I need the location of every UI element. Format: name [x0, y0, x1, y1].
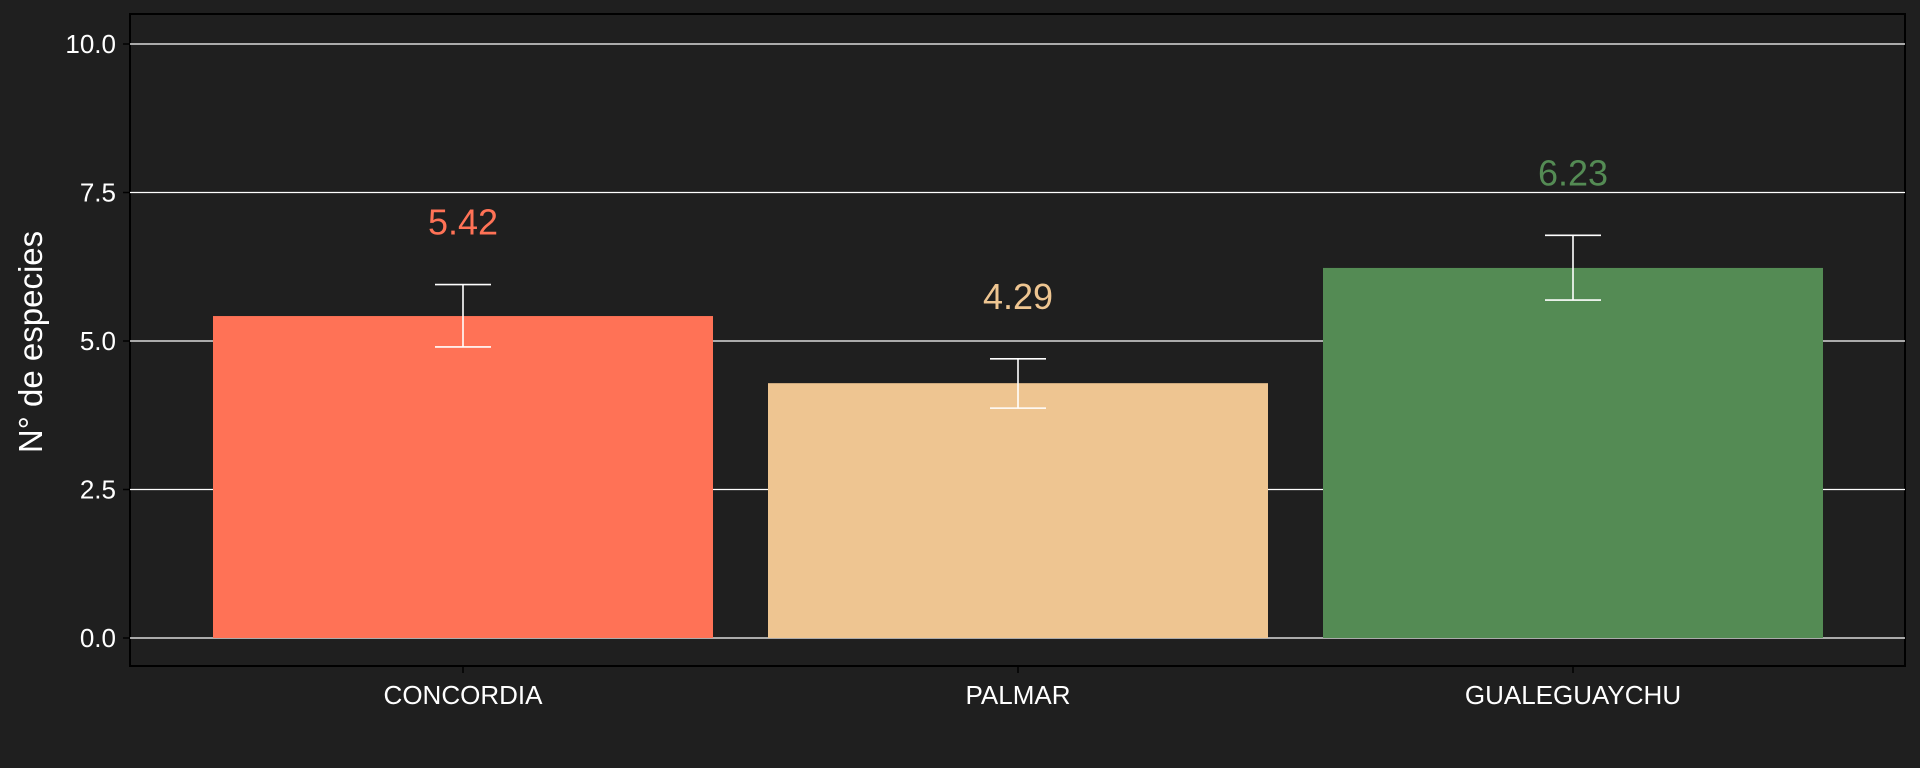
- bar-gualeguaychu: [1323, 267, 1823, 638]
- x-tick-label-gualeguaychu: GUALEGUAYCHU: [1465, 680, 1681, 710]
- bar-palmar: [768, 383, 1268, 638]
- y-tick-label: 2.5: [80, 475, 116, 505]
- error-bar-palmar: [990, 358, 1046, 409]
- x-tick-label-concordia: CONCORDIA: [384, 680, 544, 710]
- error-bar-gualeguaychu: [1545, 234, 1601, 301]
- x-axis: CONCORDIA PALMAR GUALEGUAYCHU: [384, 666, 1681, 710]
- bar-concordia: [213, 316, 713, 638]
- bars-group: [213, 267, 1823, 638]
- error-bar-concordia: [435, 283, 491, 348]
- y-tick-label: 7.5: [80, 178, 116, 208]
- value-label-gualeguaychu: 6.23: [1538, 152, 1608, 193]
- value-label-palmar: 4.29: [983, 276, 1053, 317]
- y-axis-title: N° de especies: [12, 231, 49, 453]
- y-axis: 0.0 2.5 5.0 7.5 10.0: [65, 29, 130, 653]
- y-tick-label: 0.0: [80, 623, 116, 653]
- value-label-concordia: 5.42: [428, 202, 498, 243]
- y-tick-label: 10.0: [65, 29, 116, 59]
- x-tick-label-palmar: PALMAR: [966, 680, 1071, 710]
- y-tick-label: 5.0: [80, 326, 116, 356]
- value-labels-group: 5.42 4.29 6.23: [428, 152, 1608, 317]
- error-bars-group: [435, 234, 1601, 409]
